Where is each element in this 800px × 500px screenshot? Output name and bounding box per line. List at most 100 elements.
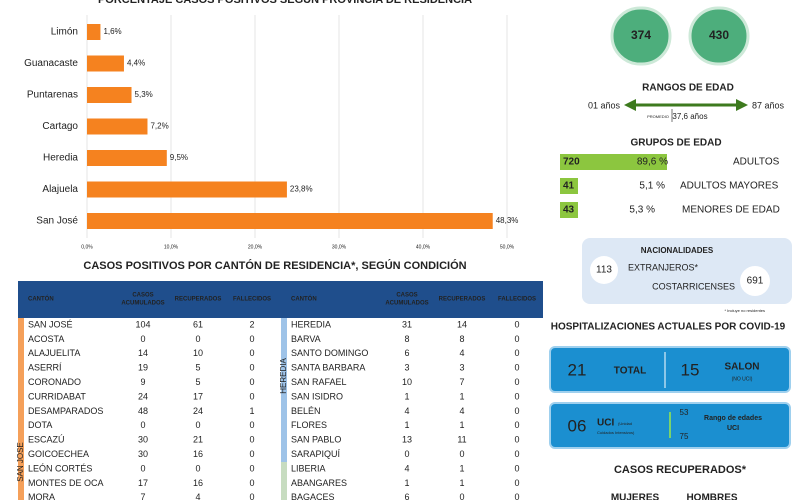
cell: 6: [404, 492, 409, 500]
cell: 19: [138, 363, 148, 373]
cell: 0: [514, 348, 519, 358]
column-header: CASOS: [396, 293, 417, 299]
cell: 0: [514, 377, 519, 387]
label: EXTRANJEROS*: [628, 262, 699, 272]
data-label: 5,3%: [135, 90, 153, 99]
label: TOTAL: [614, 366, 646, 377]
group-label: SAN JOSE: [16, 442, 25, 482]
cell: 0: [514, 478, 519, 488]
y-tick-label: Puntarenas: [27, 90, 78, 101]
cell: 1: [249, 406, 254, 416]
bar: [87, 181, 287, 198]
cell: 17: [138, 478, 148, 488]
cell: 0: [514, 463, 519, 473]
cell: SAN RAFAEL: [291, 377, 347, 387]
circle: [590, 256, 618, 284]
x-tick-label: 20,0%: [248, 244, 263, 250]
column-header: ACUMULADOS: [385, 301, 428, 307]
cell: 1: [459, 420, 464, 430]
cell: 0: [249, 334, 254, 344]
column-header: RECUPERADOS: [175, 297, 222, 303]
cell: 0: [195, 463, 200, 473]
bar: [87, 87, 132, 103]
label: 720: [563, 157, 580, 168]
label: 15: [681, 360, 700, 379]
cell: 7: [140, 492, 145, 500]
cell: 61: [193, 319, 203, 329]
cell: 4: [195, 492, 200, 500]
cell: 0: [459, 492, 464, 500]
y-tick-label: San José: [36, 216, 78, 227]
cell: 0: [404, 449, 409, 459]
label: 21: [568, 360, 587, 379]
cell: ACOSTA: [28, 334, 64, 344]
cell: 30: [138, 435, 148, 445]
cell: 0: [249, 449, 254, 459]
heading: NACIONALIDADES: [641, 246, 714, 255]
cell: SAN JOSÉ: [28, 319, 73, 329]
cell: 21: [193, 435, 203, 445]
label: HOMBRES: [686, 493, 737, 500]
cell: 0: [140, 420, 145, 430]
circle: [610, 6, 672, 66]
cell: 14: [457, 319, 467, 329]
label: 5,3 %: [629, 205, 655, 216]
column-header: CANTÓN: [291, 295, 317, 303]
cell: SANTA BARBARA: [291, 363, 365, 373]
x-tick-label: 50,0%: [500, 244, 515, 250]
cell: 5: [195, 377, 200, 387]
x-tick-label: 40,0%: [416, 244, 431, 250]
label: 01 años: [588, 100, 621, 110]
cell: 0: [514, 435, 519, 445]
cell: CORONADO: [28, 377, 81, 387]
cell: 0: [195, 334, 200, 344]
data-label: 7,2%: [150, 122, 168, 131]
cell: 24: [193, 406, 203, 416]
label: 430: [709, 28, 729, 42]
label: 89,6 %: [637, 157, 668, 168]
x-tick-label: 30,0%: [332, 244, 347, 250]
label: UCI: [727, 425, 739, 432]
cell: BELÉN: [291, 406, 321, 416]
cell: 0: [140, 334, 145, 344]
cell: 16: [193, 449, 203, 459]
bar: [87, 150, 167, 166]
cell: ABANGARES: [291, 478, 347, 488]
cell: 0: [514, 406, 519, 416]
cell: 31: [402, 319, 412, 329]
cell: LIBERIA: [291, 463, 326, 473]
y-tick-label: Cartago: [42, 121, 78, 132]
group-bar: [560, 154, 667, 170]
label: 75: [680, 432, 689, 441]
label: * Incluye no residentes: [725, 308, 765, 313]
cell: LEÓN CORTÉS: [28, 463, 92, 473]
heading: RANGOS DE EDAD: [642, 83, 734, 94]
x-tick-label: 0,0%: [81, 244, 93, 250]
label: MUJERES: [611, 493, 660, 500]
cell: 0: [140, 463, 145, 473]
cell: 0: [249, 391, 254, 401]
cell: 1: [459, 463, 464, 473]
cell: 13: [402, 435, 412, 445]
label: 374: [631, 28, 651, 42]
data-label: 9,5%: [170, 153, 188, 162]
cell: 3: [404, 363, 409, 373]
y-tick-label: Guanacaste: [24, 58, 78, 69]
label: Cuidados Intensivos): [597, 430, 635, 435]
cell: 0: [249, 463, 254, 473]
cell: 0: [514, 363, 519, 373]
cell: 4: [459, 348, 464, 358]
group-bar: [560, 202, 578, 218]
cell: SAN ISIDRO: [291, 391, 343, 401]
label: UCI: [597, 418, 614, 429]
label: (Unidad: [618, 421, 632, 426]
cell: BAGACES: [291, 492, 335, 500]
cell: 2: [249, 319, 254, 329]
cell: 6: [404, 348, 409, 358]
label: 53: [680, 408, 689, 417]
cell: 7: [459, 377, 464, 387]
cell: SANTO DOMINGO: [291, 348, 368, 358]
cell: 0: [195, 420, 200, 430]
arrowhead: [736, 99, 748, 111]
